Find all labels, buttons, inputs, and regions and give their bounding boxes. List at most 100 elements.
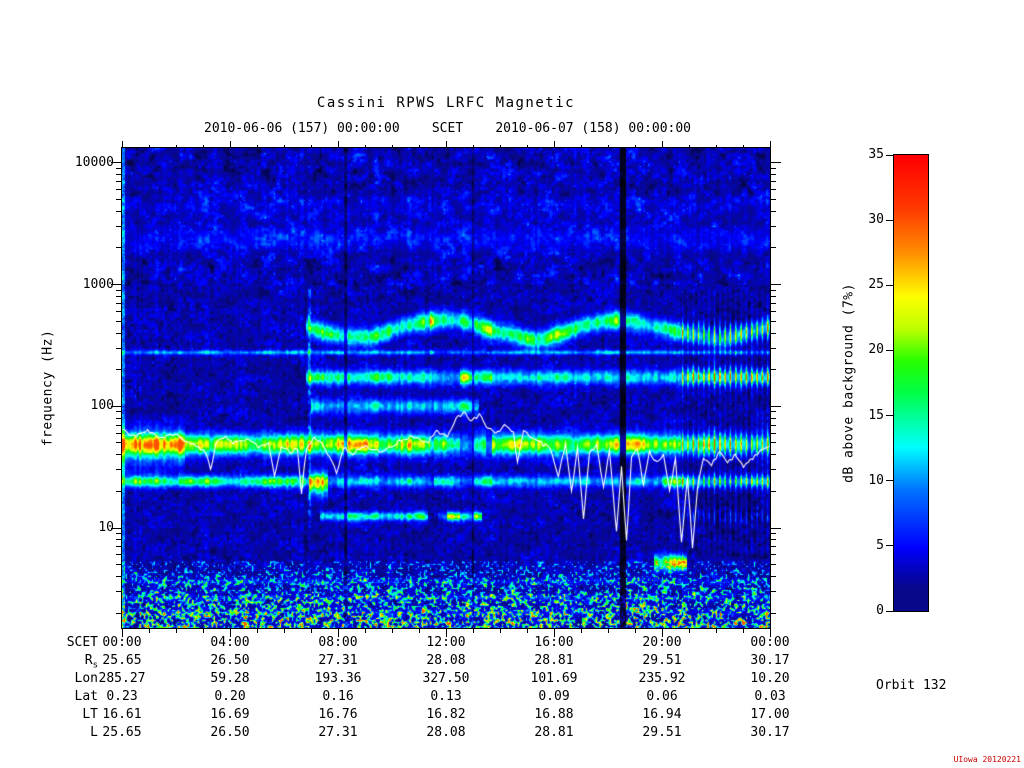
ephemeris-cell: 0.20: [214, 689, 246, 704]
axis-tick: [338, 141, 339, 148]
axis-tick: [116, 490, 121, 492]
axis-tick: [771, 247, 776, 249]
axis-tick: [122, 141, 123, 148]
axis-tick: [392, 145, 393, 148]
axis-tick: [230, 629, 231, 637]
axis-tick: [116, 554, 121, 556]
colorbar-tick-label: 30: [868, 212, 884, 228]
axis-tick: [116, 181, 121, 183]
ephemeris-cell: 27.31: [318, 653, 358, 668]
plot-title: Cassini RPWS LRFC Magnetic: [316, 95, 576, 111]
ephemeris-cell: 235.92: [638, 671, 686, 686]
axis-tick: [771, 162, 781, 164]
axis-tick: [392, 629, 393, 633]
ephemeris-cell: 16.88: [534, 707, 574, 722]
axis-tick: [116, 546, 121, 548]
axis-tick: [716, 145, 717, 148]
axis-tick: [111, 162, 121, 164]
axis-tick: [116, 174, 121, 176]
axis-tick: [257, 629, 258, 633]
axis-tick: [500, 629, 501, 633]
ephemeris-cell: 28.81: [534, 653, 574, 668]
axis-tick: [771, 546, 776, 548]
colorbar-tick: [886, 545, 893, 547]
axis-tick: [116, 454, 121, 456]
ephemeris-cell: 193.36: [314, 671, 362, 686]
ephemeris-cell: 08:00: [318, 635, 358, 650]
axis-tick: [419, 145, 420, 148]
axis-tick: [635, 145, 636, 148]
ephemeris-cell: 00:00: [102, 635, 142, 650]
colorbar-tick: [886, 154, 893, 156]
axis-tick: [771, 320, 776, 322]
axis-tick: [554, 141, 555, 148]
ephemeris-cell: 327.50: [422, 671, 470, 686]
colorbar-tick-label: 25: [868, 277, 884, 293]
colorbar-tick: [886, 480, 893, 482]
axis-tick: [116, 411, 121, 413]
axis-tick: [771, 424, 776, 426]
ephemeris-cell: 04:00: [210, 635, 250, 650]
axis-tick: [771, 167, 776, 169]
axis-tick: [419, 629, 420, 633]
axis-tick: [473, 145, 474, 148]
ephemeris-cell: 0.06: [646, 689, 678, 704]
ephemeris-row-label: SCET: [66, 635, 98, 650]
axis-tick: [771, 174, 776, 176]
axis-tick: [554, 629, 555, 637]
ephemeris-cell: 29.51: [642, 725, 682, 740]
colorbar-tick: [886, 219, 893, 221]
axis-tick: [689, 629, 690, 633]
ephemeris-cell: 0.03: [754, 689, 786, 704]
ephemeris-cell: 16.61: [102, 707, 142, 722]
ephemeris-cell: 0.23: [106, 689, 138, 704]
axis-tick: [116, 210, 121, 212]
axis-tick: [257, 145, 258, 148]
ephemeris-row: Lon 285.27 59.28 193.36 327.50 101.69 235.92 10…: [0, 670, 1024, 687]
axis-tick: [203, 145, 204, 148]
ephemeris-cell: 101.69: [530, 671, 578, 686]
ephemeris-cell: 0.09: [538, 689, 570, 704]
axis-tick: [116, 189, 121, 191]
axis-tick: [149, 629, 150, 633]
ephemeris-cell: 27.31: [318, 725, 358, 740]
axis-tick: [446, 141, 447, 148]
axis-tick: [116, 289, 121, 291]
subtitle-end-date: 2010-06-07 (158) 00:00:00: [495, 121, 691, 136]
ephemeris-cell: 16.69: [210, 707, 250, 722]
ephemeris-cell: 28.08: [426, 725, 466, 740]
axis-tick: [771, 369, 776, 371]
ephemeris-cell: 30.17: [750, 725, 790, 740]
axis-tick: [771, 405, 781, 407]
axis-tick: [527, 145, 528, 148]
colorbar-frame: [893, 154, 929, 612]
axis-tick: [311, 145, 312, 148]
y-axis-label: frequency (Hz): [40, 329, 56, 447]
axis-tick: [111, 527, 121, 529]
axis-tick: [771, 469, 776, 471]
axis-tick: [771, 454, 776, 456]
axis-tick: [771, 564, 776, 566]
subtitle-scet-label: SCET: [431, 121, 464, 136]
axis-tick: [771, 533, 776, 535]
y-tick-label: 10: [98, 520, 114, 535]
ephemeris-cell: 25.65: [102, 653, 142, 668]
colorbar-tick-label: 0: [876, 603, 884, 618]
axis-tick: [116, 369, 121, 371]
axis-tick: [122, 629, 123, 637]
axis-tick: [771, 411, 776, 413]
provenance-stamp: UIowa 20120221: [953, 755, 1021, 764]
axis-tick: [311, 629, 312, 633]
colorbar-tick: [886, 284, 893, 286]
axis-tick: [116, 591, 121, 593]
ephemeris-cell: 16.76: [318, 707, 358, 722]
colorbar-label: dB above background (7%): [841, 283, 857, 483]
colorbar-tick-label: 35: [868, 147, 884, 162]
ephemeris-row-label: Lat: [74, 689, 98, 704]
ephemeris-row: L 25.65 26.50 27.31 28.08 28.81 29.51 30.17: [0, 724, 1024, 741]
ephemeris-cell: 16:00: [534, 635, 574, 650]
colorbar-tick-label: 20: [868, 342, 884, 358]
axis-tick: [116, 442, 121, 444]
ephemeris-cell: 28.08: [426, 653, 466, 668]
axis-tick: [770, 629, 771, 637]
